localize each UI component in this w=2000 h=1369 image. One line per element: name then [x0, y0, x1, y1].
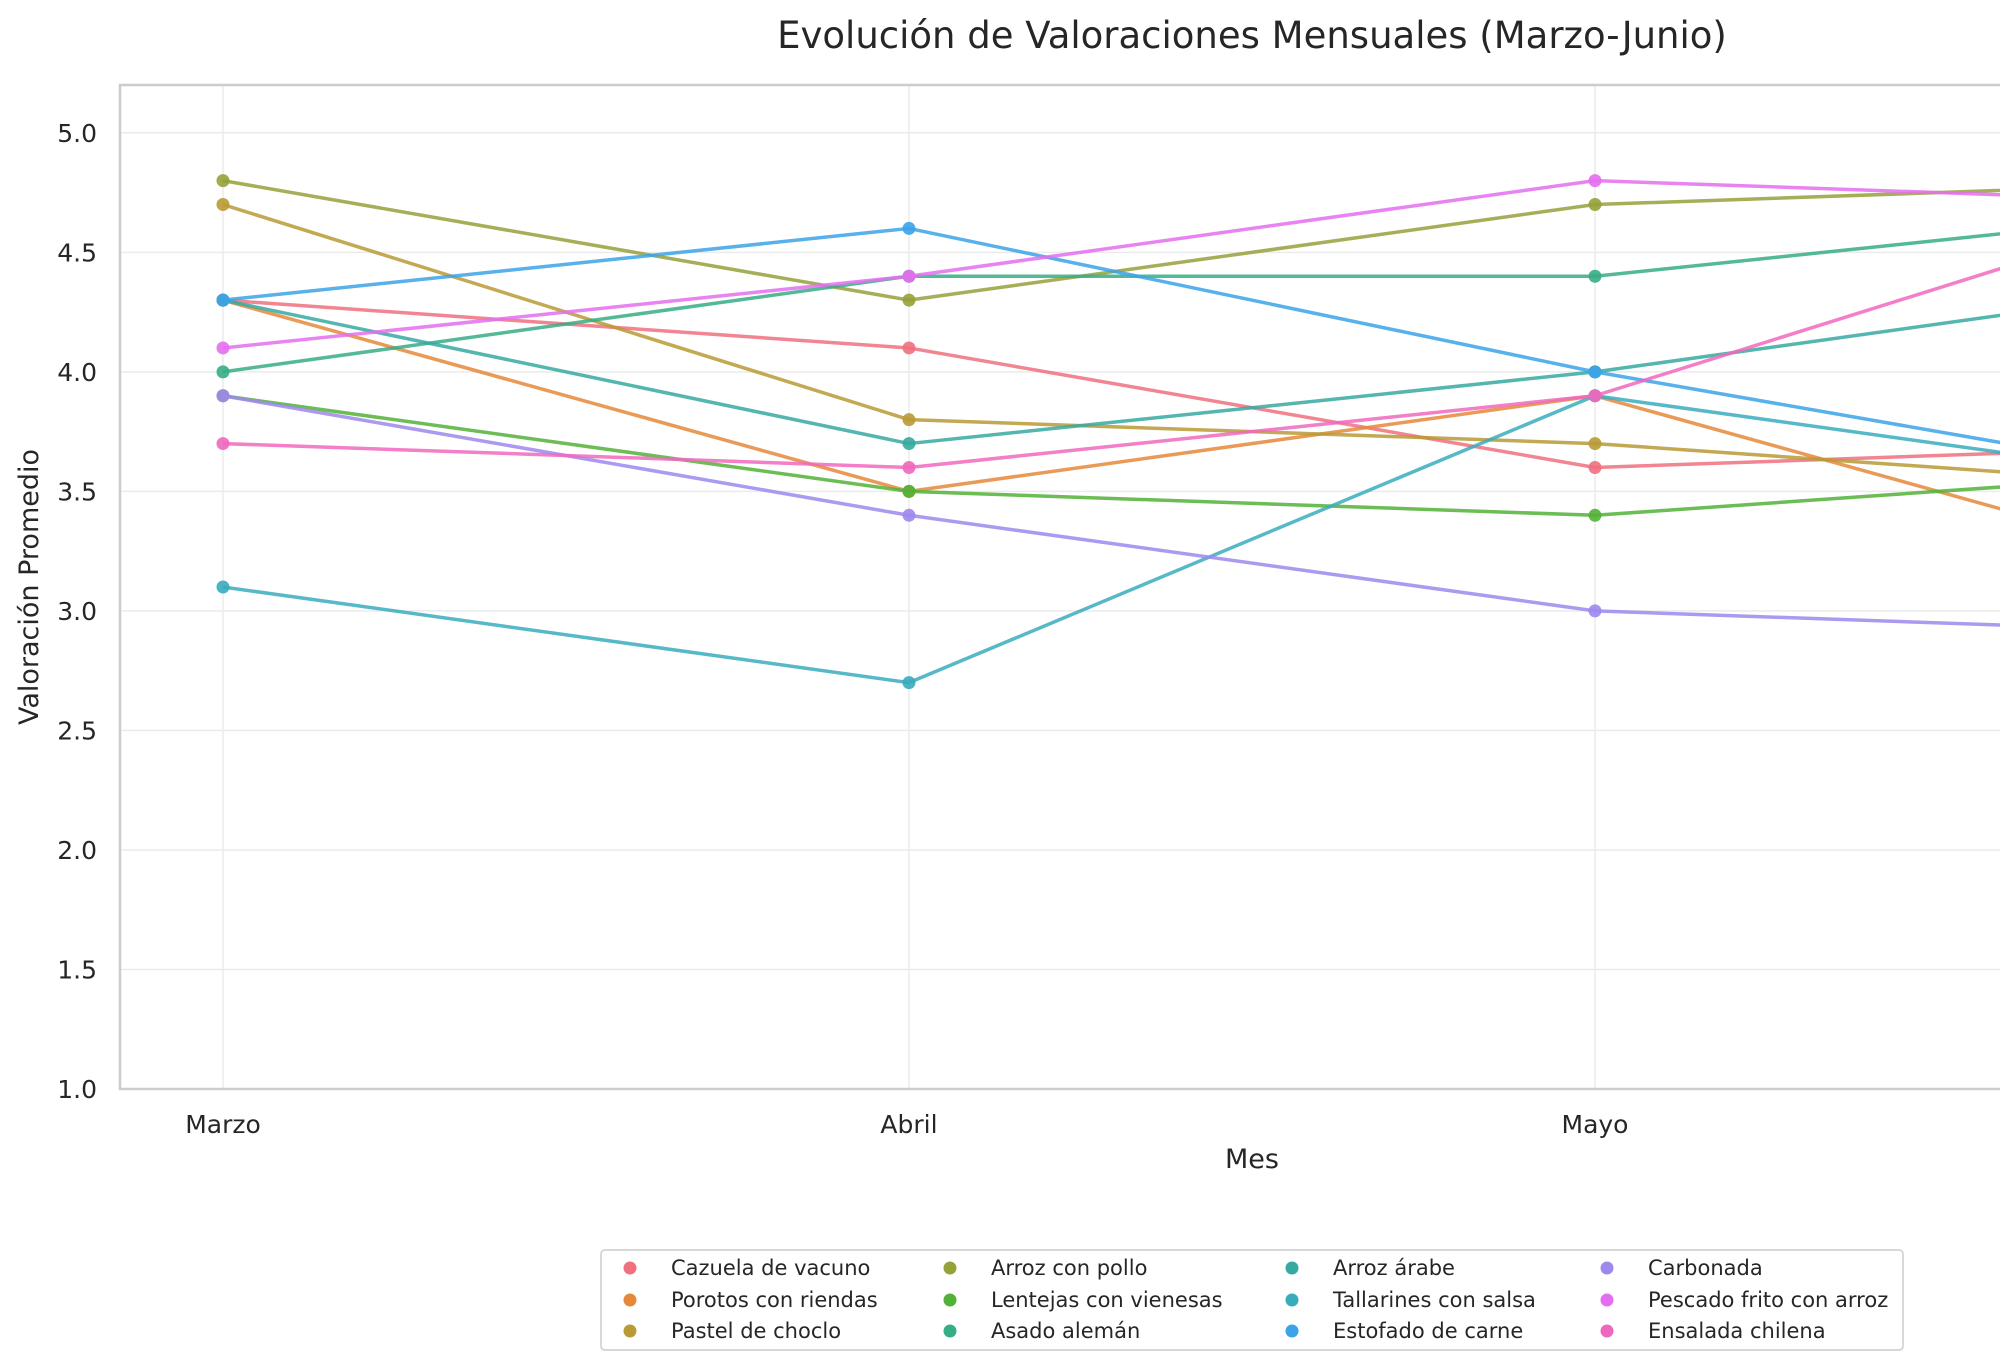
x-tick-labels: Marzo Abril Mayo	[185, 1110, 1628, 1139]
data-point	[216, 437, 230, 451]
y-axis-label: Valoración Promedio	[14, 449, 45, 725]
y-tick-label: 5.0	[57, 119, 97, 148]
x-tick-label: Mayo	[1562, 1110, 1629, 1139]
legend-marker	[623, 1293, 637, 1307]
data-point	[902, 437, 916, 451]
legend-box	[600, 1249, 1904, 1351]
y-tick-label: 1.0	[57, 1075, 97, 1104]
legend-marker	[623, 1261, 637, 1275]
data-point	[216, 365, 230, 379]
legend-marker	[623, 1324, 637, 1338]
data-point	[902, 293, 916, 307]
legend-marker	[943, 1261, 957, 1275]
data-point	[1588, 460, 1602, 474]
legend-marker	[1600, 1324, 1614, 1338]
legend-label: Ensalada chilena	[1648, 1319, 1826, 1343]
series-line	[222, 266, 2000, 470]
legend-label: Estofado de carne	[1333, 1319, 1523, 1343]
data-point	[1588, 198, 1602, 212]
data-point	[216, 293, 230, 307]
legend-marker	[1600, 1261, 1614, 1275]
y-tick-label: 1.5	[57, 955, 97, 984]
legend-marker	[1285, 1324, 1299, 1338]
x-tick-label: Abril	[880, 1110, 937, 1139]
grid-lines	[120, 85, 2000, 1090]
legend-label: Porotos con riendas	[671, 1288, 878, 1312]
legend-marker	[943, 1293, 957, 1307]
series-line	[222, 394, 2000, 685]
series-9	[216, 221, 2000, 445]
legend-label: Tallarines con salsa	[1332, 1288, 1536, 1312]
legend-label: Pastel de choclo	[671, 1319, 841, 1343]
series-line	[222, 394, 2000, 518]
legend-label: Arroz con pollo	[991, 1256, 1147, 1280]
series-lines	[216, 174, 2000, 690]
series-5	[216, 389, 2000, 522]
data-point	[902, 341, 916, 355]
y-tick-label: 3.0	[57, 597, 97, 626]
legend-marker	[1600, 1293, 1614, 1307]
series-line	[222, 232, 2000, 374]
data-point	[902, 221, 916, 235]
data-point	[1588, 365, 1602, 379]
series-line	[222, 178, 2000, 350]
chart-title: Evolución de Valoraciones Mensuales (Mar…	[777, 14, 1727, 57]
data-point	[216, 174, 230, 188]
y-tick-label: 4.5	[57, 238, 97, 267]
data-point	[1588, 508, 1602, 522]
data-point	[216, 198, 230, 212]
legend-label: Pescado frito con arroz	[1648, 1288, 1888, 1312]
series-7	[216, 293, 2000, 451]
data-point	[1588, 174, 1602, 188]
series-12	[216, 266, 2000, 474]
legend-label: Cazuela de vacuno	[671, 1256, 870, 1280]
legend-label: Arroz árabe	[1333, 1256, 1455, 1280]
series-11	[216, 174, 2000, 355]
legend-label: Carbonada	[1648, 1256, 1763, 1280]
data-point	[216, 389, 230, 403]
legend: Cazuela de vacuno Porotos con riendas Past…	[600, 1249, 1904, 1351]
x-axis-label: Mes	[1225, 1144, 1279, 1175]
y-tick-labels: 1.0 1.5 2.0 2.5 3.0 3.5 4.0 4.5 5.0	[57, 119, 97, 1104]
data-point	[902, 484, 916, 498]
data-point	[216, 341, 230, 355]
plot-frame	[118, 83, 2000, 1091]
y-tick-label: 2.0	[57, 836, 97, 865]
legend-label: Asado alemán	[991, 1319, 1140, 1343]
legend-marker	[1285, 1293, 1299, 1307]
y-tick-label: 3.5	[57, 477, 97, 506]
legend-label: Lentejas con vienesas	[991, 1288, 1223, 1312]
data-point	[216, 580, 230, 594]
series-line	[222, 178, 2000, 302]
data-point	[902, 413, 916, 427]
x-tick-label: Marzo	[185, 1110, 261, 1139]
data-point	[902, 508, 916, 522]
data-point	[1588, 604, 1602, 618]
legend-marker	[1285, 1261, 1299, 1275]
legend-marker	[943, 1324, 957, 1338]
series-line	[222, 298, 2000, 446]
series-line	[222, 226, 2000, 445]
y-tick-label: 2.5	[57, 716, 97, 745]
data-point	[902, 269, 916, 283]
data-point	[902, 676, 916, 690]
series-2	[216, 293, 2000, 511]
data-point	[1588, 437, 1602, 451]
y-tick-label: 4.0	[57, 358, 97, 387]
data-point	[1588, 389, 1602, 403]
data-point	[1588, 269, 1602, 283]
data-point	[902, 460, 916, 474]
